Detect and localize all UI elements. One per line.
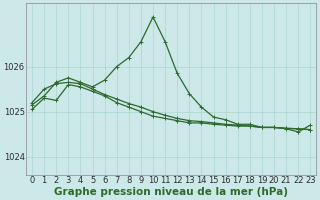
X-axis label: Graphe pression niveau de la mer (hPa): Graphe pression niveau de la mer (hPa) xyxy=(54,187,288,197)
